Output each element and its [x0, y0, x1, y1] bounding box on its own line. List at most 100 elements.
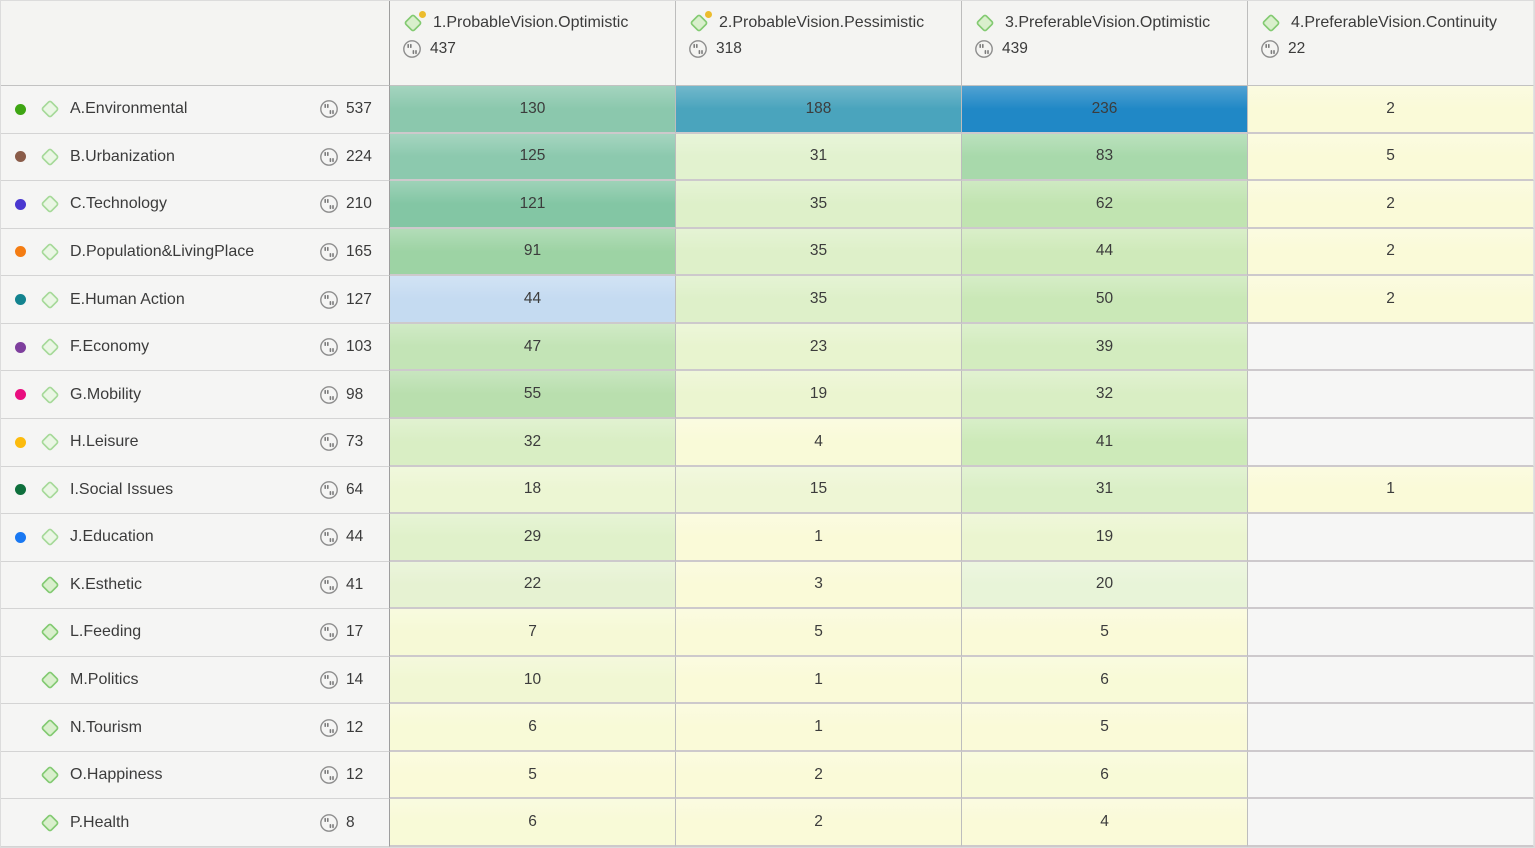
matrix-cell[interactable]: 31: [962, 466, 1248, 515]
row-header[interactable]: H.Leisure 73: [1, 418, 390, 467]
row-header[interactable]: C.Technology 210: [1, 181, 390, 229]
row-header[interactable]: G.Mobility 98: [1, 371, 390, 419]
matrix-cell[interactable]: 39: [962, 323, 1248, 372]
matrix-cell[interactable]: 23: [676, 323, 962, 372]
matrix-cell[interactable]: 2: [1248, 86, 1534, 134]
matrix-cell[interactable]: 41: [962, 418, 1248, 467]
cell-value: 32: [1095, 385, 1114, 403]
matrix-cell[interactable]: [1248, 514, 1534, 562]
matrix-cell[interactable]: [1248, 371, 1534, 419]
row-header[interactable]: I.Social Issues 64: [1, 466, 390, 515]
matrix-cell[interactable]: 15: [676, 466, 962, 515]
matrix-cell[interactable]: 1: [1248, 466, 1534, 515]
matrix-cell[interactable]: 2: [676, 751, 962, 800]
matrix-cell[interactable]: 91: [390, 228, 676, 277]
matrix-cell[interactable]: [1248, 609, 1534, 657]
matrix-cell[interactable]: 4: [962, 799, 1248, 847]
coded-segments-icon: [319, 480, 339, 500]
cell-value: 2: [814, 765, 823, 783]
matrix-cell[interactable]: 2: [1248, 276, 1534, 324]
row-header[interactable]: B.Urbanization 224: [1, 133, 390, 182]
matrix-cell[interactable]: 31: [676, 133, 962, 182]
cell-value: 1: [1386, 480, 1395, 498]
matrix-cell[interactable]: [1248, 751, 1534, 800]
matrix-cell[interactable]: [1248, 656, 1534, 705]
matrix-cell[interactable]: 19: [962, 514, 1248, 562]
matrix-cell[interactable]: [1248, 323, 1534, 372]
code-diamond-icon: [39, 526, 61, 548]
code-diamond-icon: [974, 12, 996, 34]
matrix-cell[interactable]: 125: [390, 133, 676, 182]
matrix-cell[interactable]: 2: [676, 799, 962, 847]
row-header[interactable]: E.Human Action 127: [1, 276, 390, 324]
matrix-cell[interactable]: 19: [676, 371, 962, 419]
row-header[interactable]: L.Feeding 17: [1, 609, 390, 657]
cell-value: 35: [809, 194, 828, 212]
matrix-cell[interactable]: 44: [962, 228, 1248, 277]
matrix-cell[interactable]: 4: [676, 418, 962, 467]
row-header[interactable]: P.Health 8: [1, 799, 390, 847]
matrix-cell[interactable]: 121: [390, 181, 676, 229]
matrix-cell[interactable]: 6: [962, 751, 1248, 800]
row-header[interactable]: N.Tourism 12: [1, 704, 390, 752]
matrix-cell[interactable]: 6: [962, 656, 1248, 705]
matrix-cell[interactable]: 32: [390, 418, 676, 467]
matrix-cell[interactable]: 35: [676, 228, 962, 277]
matrix-cell[interactable]: 5: [676, 609, 962, 657]
matrix-cell[interactable]: 5: [962, 704, 1248, 752]
matrix-cell[interactable]: 6: [390, 704, 676, 752]
code-color-dot: [15, 531, 26, 543]
matrix-cell[interactable]: 22: [390, 561, 676, 610]
matrix-cell[interactable]: 44: [390, 276, 676, 324]
matrix-cell[interactable]: 5: [1248, 133, 1534, 182]
column-label: 1.ProbableVision.Optimistic: [433, 14, 629, 31]
cell-value: 6: [528, 718, 537, 736]
matrix-cell[interactable]: 50: [962, 276, 1248, 324]
row-header[interactable]: A.Environmental 537: [1, 86, 390, 134]
code-diamond-icon: [402, 11, 426, 34]
matrix-cell[interactable]: 1: [676, 514, 962, 562]
matrix-cell[interactable]: 29: [390, 514, 676, 562]
row-header[interactable]: O.Happiness 12: [1, 751, 390, 800]
matrix-cell[interactable]: 5: [390, 751, 676, 800]
matrix-cell[interactable]: 32: [962, 371, 1248, 419]
matrix-cell[interactable]: 3: [676, 561, 962, 610]
matrix-cell[interactable]: 1: [676, 656, 962, 705]
matrix-cell[interactable]: 2: [1248, 228, 1534, 277]
cell-value: 39: [1095, 337, 1114, 355]
matrix-cell[interactable]: 2: [1248, 181, 1534, 229]
code-diamond-icon: [39, 289, 61, 311]
row-header[interactable]: K.Esthetic 41: [1, 561, 390, 610]
row-count: 127: [346, 290, 372, 308]
matrix-cell[interactable]: 1: [676, 704, 962, 752]
column-header-1[interactable]: 1.ProbableVision.Optimistic 437: [390, 1, 676, 86]
column-header-3[interactable]: 3.PreferableVision.Optimistic 439: [962, 1, 1248, 86]
matrix-cell[interactable]: 6: [390, 799, 676, 847]
matrix-cell[interactable]: [1248, 418, 1534, 467]
matrix-cell[interactable]: 35: [676, 276, 962, 324]
matrix-cell[interactable]: 35: [676, 181, 962, 229]
matrix-cell[interactable]: 83: [962, 133, 1248, 182]
matrix-cell[interactable]: 18: [390, 466, 676, 515]
matrix-cell[interactable]: [1248, 704, 1534, 752]
matrix-cell[interactable]: [1248, 561, 1534, 610]
cell-value: 188: [805, 99, 832, 117]
matrix-cell[interactable]: 20: [962, 561, 1248, 610]
matrix-cell[interactable]: 236: [962, 86, 1248, 134]
matrix-cell[interactable]: 5: [962, 609, 1248, 657]
matrix-cell[interactable]: 62: [962, 181, 1248, 229]
matrix-cell[interactable]: [1248, 799, 1534, 847]
matrix-cell[interactable]: 47: [390, 323, 676, 372]
row-header[interactable]: D.Population&LivingPlace 165: [1, 228, 390, 277]
matrix-cell[interactable]: 10: [390, 656, 676, 705]
cell-value: 35: [809, 242, 828, 260]
matrix-cell[interactable]: 188: [676, 86, 962, 134]
column-header-4[interactable]: 4.PreferableVision.Continuity 22: [1248, 1, 1534, 86]
matrix-cell[interactable]: 55: [390, 371, 676, 419]
matrix-cell[interactable]: 130: [390, 86, 676, 134]
matrix-cell[interactable]: 7: [390, 609, 676, 657]
row-header[interactable]: M.Politics 14: [1, 656, 390, 705]
row-header[interactable]: J.Education 44: [1, 514, 390, 562]
column-header-2[interactable]: 2.ProbableVision.Pessimistic 318: [676, 1, 962, 86]
row-header[interactable]: F.Economy 103: [1, 323, 390, 372]
